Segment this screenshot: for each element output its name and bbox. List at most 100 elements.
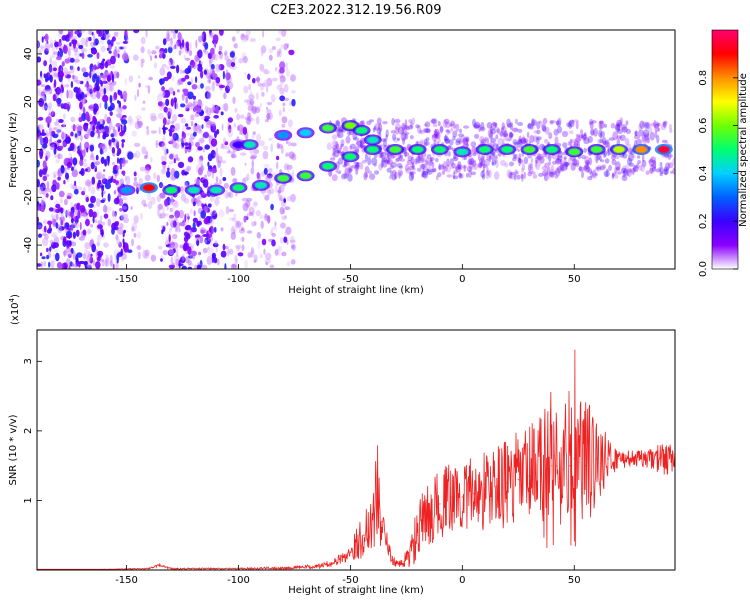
noise-speck: [445, 163, 452, 173]
noise-speck: [223, 189, 229, 199]
noise-speck: [427, 159, 433, 166]
noise-speck: [462, 164, 467, 169]
noise-speck: [438, 163, 442, 171]
noise-speck: [144, 249, 150, 256]
noise-speck: [267, 167, 273, 173]
noise-speck: [263, 163, 270, 169]
noise-speck: [180, 185, 184, 195]
noise-speck: [332, 145, 337, 151]
main-trace-point: [389, 146, 402, 153]
noise-speck: [513, 174, 517, 181]
noise-speck: [611, 159, 617, 166]
noise-speck: [549, 171, 555, 178]
noise-speck: [421, 170, 428, 176]
noise-speck: [628, 169, 633, 173]
noise-speck: [284, 215, 288, 220]
main-trace-point: [277, 174, 290, 182]
noise-speck: [364, 166, 370, 174]
noise-speck: [146, 126, 149, 130]
snr-data-point: [584, 464, 587, 467]
noise-speck: [260, 45, 267, 54]
noise-speck: [348, 167, 352, 174]
noise-speck: [159, 106, 163, 111]
noise-speck: [504, 138, 511, 142]
noise-speck: [101, 33, 106, 41]
noise-speck: [247, 112, 252, 119]
colorbar-label: Normalized spectral amplitude: [738, 73, 749, 227]
noise-speck: [224, 141, 229, 146]
noise-speck: [215, 106, 219, 114]
noise-speck: [260, 220, 264, 229]
noise-speck: [121, 139, 126, 143]
noise-speck: [343, 160, 347, 167]
noise-speck: [184, 142, 189, 147]
noise-speck: [57, 139, 62, 144]
noise-speck: [529, 124, 535, 130]
noise-speck: [400, 132, 407, 141]
noise-speck: [74, 133, 78, 138]
noise-speck: [343, 145, 349, 153]
noise-speck: [62, 45, 68, 54]
noise-speck: [285, 139, 289, 144]
noise-speck: [153, 172, 157, 180]
noise-speck: [435, 133, 440, 139]
noise-speck: [232, 36, 236, 42]
noise-speck: [172, 242, 179, 249]
noise-speck: [70, 222, 78, 227]
noise-speck: [656, 134, 660, 144]
noise-speck: [547, 161, 551, 166]
noise-speck: [58, 30, 64, 35]
noise-speck: [42, 143, 48, 149]
noise-speck: [138, 82, 141, 88]
snr-data-point: [376, 492, 379, 495]
noise-speck: [112, 169, 118, 175]
noise-speck: [37, 205, 42, 211]
noise-speck: [288, 49, 295, 56]
noise-speck: [606, 168, 609, 173]
noise-speck: [165, 122, 170, 126]
noise-speck: [200, 210, 206, 219]
noise-speck: [240, 227, 245, 232]
noise-speck: [481, 169, 485, 174]
noise-speck: [86, 81, 89, 88]
noise-speck: [283, 198, 287, 203]
noise-speck: [85, 37, 89, 43]
noise-speck: [627, 157, 632, 166]
noise-speck: [138, 121, 143, 126]
noise-speck: [466, 173, 469, 178]
noise-speck: [212, 34, 219, 43]
noise-speck: [259, 102, 262, 108]
noise-speck: [193, 105, 200, 111]
noise-speck: [38, 169, 43, 178]
noise-speck: [538, 172, 544, 177]
noise-speck: [198, 109, 204, 117]
noise-speck: [496, 128, 501, 133]
noise-speck: [338, 126, 342, 132]
noise-speck: [211, 168, 218, 174]
noise-speck: [336, 129, 341, 138]
noise-speck: [243, 85, 249, 94]
noise-speck: [470, 159, 477, 164]
noise-speck: [209, 107, 216, 114]
noise-speck: [426, 170, 433, 175]
noise-speck: [210, 107, 216, 111]
noise-speck: [538, 158, 542, 167]
noise-speck: [61, 124, 67, 128]
noise-speck: [186, 132, 192, 136]
noise-speck: [72, 40, 77, 49]
noise-speck: [218, 209, 225, 218]
noise-speck: [665, 162, 671, 171]
noise-speck: [570, 162, 576, 171]
noise-speck: [664, 120, 668, 125]
noise-speck: [484, 158, 490, 167]
noise-speck: [378, 123, 383, 132]
noise-speck: [571, 158, 577, 167]
noise-speck: [455, 138, 462, 143]
noise-speck: [85, 129, 90, 139]
noise-speck: [46, 254, 49, 260]
noise-speck: [392, 133, 397, 141]
noise-speck: [373, 163, 377, 167]
noise-speck: [63, 249, 66, 258]
noise-speck: [113, 197, 120, 205]
noise-speck: [221, 123, 224, 131]
